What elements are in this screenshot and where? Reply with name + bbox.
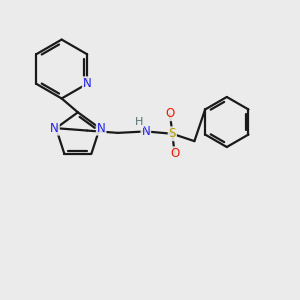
Text: H: H: [135, 117, 143, 127]
Text: S: S: [169, 127, 176, 140]
Text: O: O: [170, 147, 179, 160]
Text: O: O: [165, 107, 175, 120]
Text: N: N: [83, 77, 92, 90]
Text: N: N: [141, 125, 150, 138]
Text: N: N: [97, 122, 106, 135]
Text: N: N: [50, 122, 59, 135]
